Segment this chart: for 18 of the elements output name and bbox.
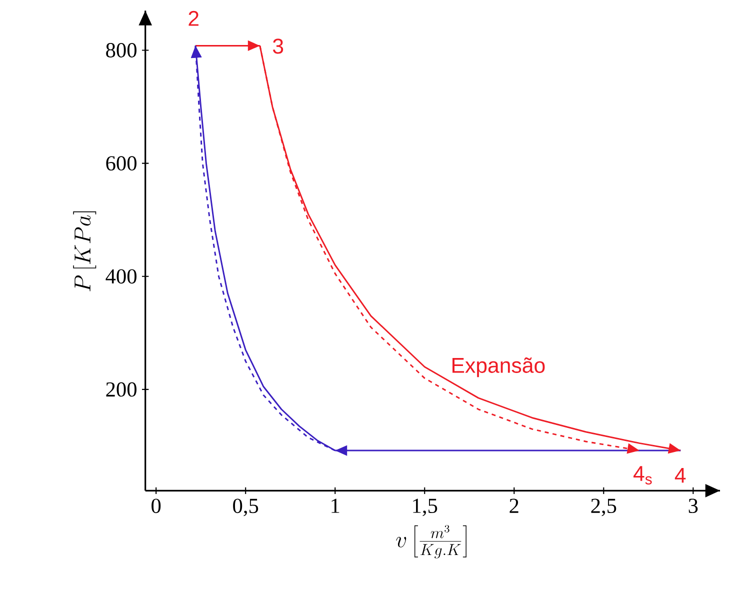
y-axis-title: $P\left[KPa\right]$ xyxy=(73,211,96,292)
x-axis-title: $v\left[\frac{m^{3}}{Kg.K}\right]$ xyxy=(396,525,466,558)
annotation: 4 xyxy=(674,468,686,483)
x-tick-label: 1,5 xyxy=(413,498,438,516)
x-tick-label: 2,5 xyxy=(591,498,616,516)
annotation: 4$_{s}$ xyxy=(633,466,652,484)
y-tick-label: 600 xyxy=(106,156,136,171)
y-tick-label: 200 xyxy=(106,382,136,397)
annotation: 2 xyxy=(188,10,198,26)
x-tick-label: 0 xyxy=(152,498,161,514)
y-tick-label: 400 xyxy=(106,269,136,284)
x-tick-label: 1 xyxy=(332,498,340,513)
annotation: Expansão xyxy=(452,357,545,378)
annotation: 3 xyxy=(272,38,284,54)
x-tick-label: 3 xyxy=(688,498,698,514)
x-tick-label: 2 xyxy=(510,498,518,513)
y-tick-label: 800 xyxy=(106,43,136,58)
x-tick-label: 0,5 xyxy=(233,498,258,516)
